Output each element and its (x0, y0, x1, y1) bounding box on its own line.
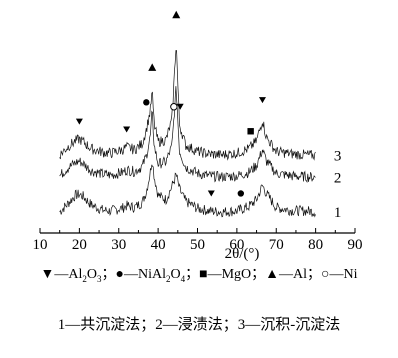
legend-item-ni: ○—Ni (321, 267, 358, 282)
up-triangle-icon: ▲ (265, 267, 279, 282)
x-axis: 10 20 30 40 50 60 70 80 90 (33, 228, 363, 253)
x-tick-label: 10 (33, 237, 48, 253)
marker-up-triangle-3 (148, 63, 157, 71)
x-tick-label: 70 (269, 237, 284, 253)
x-tick-label: 20 (72, 237, 87, 253)
x-tick-label: 50 (190, 237, 205, 253)
open-circle-icon: ○ (321, 267, 330, 282)
curve-label-2: 2 (334, 170, 342, 186)
marker-down-triangle-8 (258, 97, 266, 104)
legend-item-al2o3: ▼—Al2O3； (40, 267, 116, 284)
marker-up-triangle-5 (172, 10, 181, 19)
marker-filled-square-7 (247, 128, 254, 135)
marker-down-triangle-9 (207, 190, 215, 197)
marker-down-triangle-1 (123, 126, 131, 133)
legend-item-al: ▲—Al； (265, 267, 321, 282)
x-tick-label: 40 (151, 237, 166, 253)
xrd-curve-3 (59, 50, 316, 161)
xrd-chart: 10 20 30 40 50 60 70 80 90 3 2 1 2θ/(°) (33, 10, 363, 262)
figure-caption: 1—共沉淀法；2—浸渍法；3—沉积-沉淀法 (57, 317, 341, 333)
xrd-curve-1 (59, 164, 316, 218)
markers-layer (75, 10, 266, 197)
x-tick-label: 80 (308, 237, 323, 253)
curve-label-1: 1 (334, 205, 342, 221)
legend-item-mgo: ■—MgO； (199, 267, 266, 282)
curves-layer (59, 50, 316, 218)
x-tick-label: 30 (111, 237, 126, 253)
curve-label-3: 3 (334, 148, 342, 164)
legend-item-nial2o4: ●—NiAl2O4； (115, 267, 200, 284)
curve-labels-layer: 3 2 1 (334, 148, 342, 221)
marker-down-triangle-6 (176, 103, 184, 110)
marker-filled-circle-10 (237, 190, 245, 197)
x-axis-label: 2θ/(°) (225, 246, 260, 262)
filled-square-icon: ■ (199, 267, 208, 282)
marker-open-circle-4 (170, 103, 178, 111)
marker-down-triangle-0 (75, 118, 83, 125)
x-tick-label: 90 (348, 237, 363, 253)
x-tick-label: 60 (229, 237, 244, 253)
xrd-curve-2 (59, 86, 316, 184)
filled-circle-icon: ● (115, 267, 124, 282)
phase-legend: ▼—Al2O3；●—NiAl2O4；■—MgO；▲—Al；○—Ni (0, 263, 398, 284)
marker-filled-circle-2 (143, 99, 150, 106)
down-triangle-icon: ▼ (40, 267, 55, 282)
